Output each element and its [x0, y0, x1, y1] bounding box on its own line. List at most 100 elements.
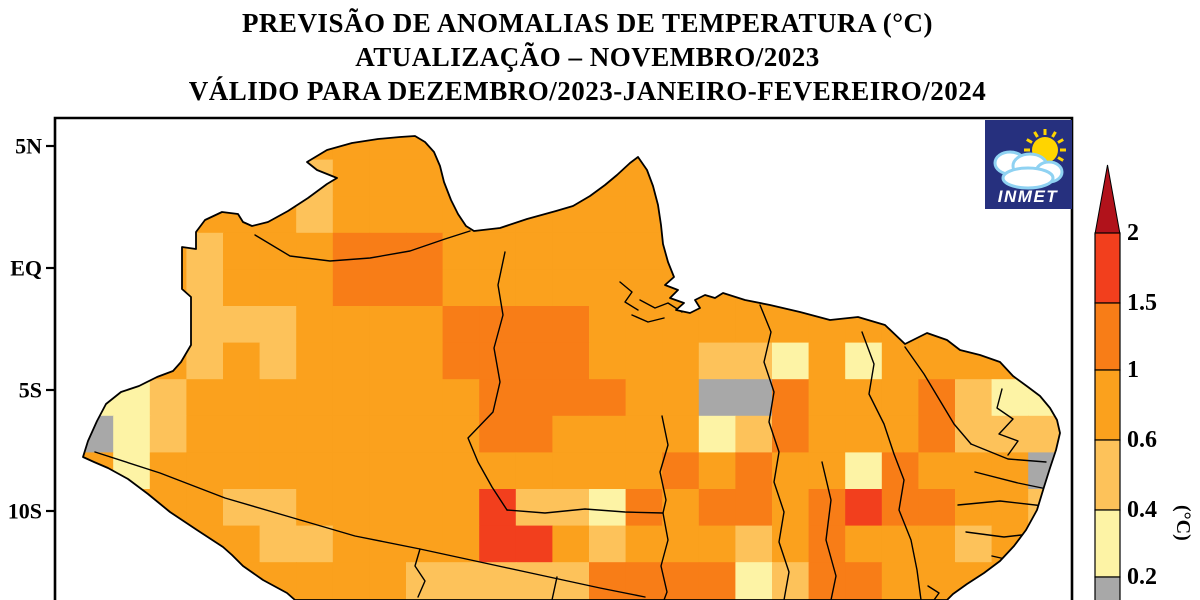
anomaly-cell: [918, 415, 956, 454]
anomaly-cell: [698, 159, 737, 197]
title-line-3: VÁLIDO PARA DEZEMBRO/2023-JANEIRO-FEVERE…: [188, 76, 987, 106]
anomaly-cell: [40, 233, 77, 270]
anomaly-cell: [515, 525, 554, 563]
anomaly-cell: [149, 562, 188, 600]
anomaly-cell: [625, 306, 663, 344]
anomaly-cell: [552, 196, 590, 234]
anomaly-cell: [881, 342, 920, 380]
anomaly-cell: [515, 232, 554, 271]
anomaly-cell: [955, 379, 993, 417]
anomaly-cell: [149, 306, 188, 344]
anomaly-cell: [955, 342, 993, 380]
anomaly-cell: [845, 489, 883, 527]
anomaly-cell: [552, 562, 590, 600]
anomaly-cell: [918, 452, 956, 490]
anomaly-cell: [442, 269, 480, 307]
anomaly-cell: [662, 379, 700, 417]
amazon-delta-channel-2: [631, 314, 665, 323]
anomaly-cell: [1028, 232, 1060, 271]
anomaly-cell: [40, 489, 77, 526]
cloud-icon: [993, 150, 1064, 190]
anomaly-cell: [515, 489, 554, 527]
anomaly-cell: [845, 452, 883, 490]
anomaly-cell: [442, 196, 480, 234]
anomaly-cell: [442, 136, 480, 161]
anomaly-cell: [515, 562, 554, 600]
anomaly-cell: [918, 489, 956, 527]
anomaly-cell: [406, 379, 444, 417]
anomaly-cell: [113, 489, 151, 527]
anomaly-cell: [772, 196, 810, 234]
anomaly-cell: [662, 232, 700, 271]
anomaly-cell: [406, 452, 444, 490]
anomaly-cell: [369, 415, 407, 454]
anomaly-cell: [735, 562, 773, 600]
anomaly-cell: [589, 136, 627, 161]
anomaly-cell: [552, 136, 590, 161]
anomaly-cell: [113, 159, 151, 197]
anomaly-cell: [296, 525, 334, 563]
anomaly-cell: [296, 562, 334, 600]
anomaly-cell: [186, 306, 224, 344]
anomaly-cell: [1028, 306, 1060, 344]
anomaly-cell: [149, 196, 188, 234]
latitude-label: EQ: [10, 256, 42, 281]
border-para-matogrosso: [506, 508, 664, 514]
anomaly-cell: [369, 136, 407, 161]
anomaly-cell: [406, 306, 444, 344]
anomaly-cell: [808, 415, 846, 454]
anomaly-cell: [625, 269, 663, 307]
anomaly-cell: [479, 525, 517, 563]
anomaly-cell: [186, 452, 224, 490]
anomaly-cell: [479, 379, 517, 417]
anomaly-cell: [881, 159, 920, 197]
anomaly-cell: [991, 562, 1029, 600]
anomaly-cell: [881, 525, 920, 563]
anomaly-cell: [881, 232, 920, 271]
anomaly-cell: [149, 415, 188, 454]
anomaly-cell: [881, 269, 920, 307]
anomaly-cell: [223, 562, 261, 600]
anomaly-cell: [808, 342, 846, 380]
anomaly-cell: [186, 196, 224, 234]
anomaly-cell: [442, 452, 480, 490]
anomaly-cell: [515, 159, 554, 197]
anomaly-cell: [955, 306, 993, 344]
anomaly-cell: [83, 306, 114, 344]
anomaly-cell: [296, 379, 334, 417]
anomaly-cell: [406, 196, 444, 234]
anomaly-cell: [332, 489, 371, 527]
anomaly-cell: [83, 489, 114, 527]
anomaly-cell: [369, 452, 407, 490]
anomaly-cell: [479, 159, 517, 197]
border-pe-al: [974, 471, 1048, 490]
anomaly-cell: [332, 232, 371, 271]
anomaly-cell: [1028, 415, 1060, 454]
anomaly-cell: [223, 452, 261, 490]
anomaly-cell: [369, 269, 407, 307]
anomaly-cell: [589, 306, 627, 344]
anomaly-cell: [662, 342, 700, 380]
anomaly-cell: [772, 269, 810, 307]
anomaly-cell: [442, 232, 480, 271]
anomaly-cell: [918, 269, 956, 307]
anomaly-cell: [223, 415, 261, 454]
anomaly-cell: [625, 562, 663, 600]
latitude-label: 10S: [8, 499, 42, 524]
anomaly-cell: [808, 232, 846, 271]
anomaly-cell: [515, 379, 554, 417]
anomaly-cell: [662, 562, 700, 600]
anomaly-cell: [332, 379, 371, 417]
colorbar-segment: [1094, 509, 1121, 578]
anomaly-cell: [186, 342, 224, 380]
anomaly-cell: [625, 136, 663, 161]
colorbar-label: 1: [1127, 357, 1139, 383]
anomaly-cell: [552, 269, 590, 307]
anomaly-cell: [223, 489, 261, 527]
anomaly-cell: [698, 452, 737, 490]
anomaly-cell: [552, 415, 590, 454]
colorbar-segment: [1094, 302, 1121, 371]
anomaly-cell: [332, 306, 371, 344]
anomaly-cell: [259, 489, 297, 527]
